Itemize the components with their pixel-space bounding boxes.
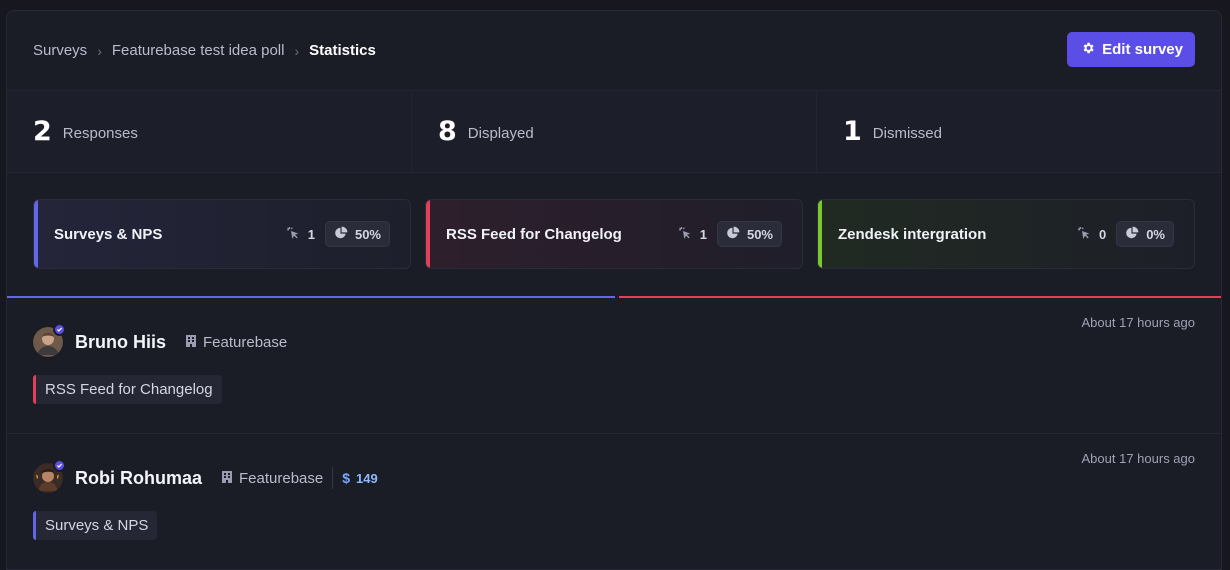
answer-label: Surveys & NPS (45, 517, 149, 534)
pie-chart-icon (1125, 226, 1139, 243)
building-icon (185, 334, 197, 351)
chevron-right-icon: › (294, 42, 300, 59)
stat-displayed: 8 Displayed (412, 91, 817, 172)
company-name: Featurebase (203, 333, 288, 351)
option-title: Zendesk intergration (838, 225, 987, 243)
option-percent-badge: 50% (324, 221, 390, 247)
building-icon (221, 470, 233, 487)
edit-survey-label: Edit survey (1102, 41, 1183, 58)
response-item[interactable]: Bruno Hiis Featurebase About 17 hours ag… (7, 298, 1221, 434)
stat-value: 2 (33, 116, 52, 147)
option-metrics: 1 50% (285, 221, 390, 247)
option-card[interactable]: Zendesk intergration 0 0% (817, 199, 1195, 269)
response-time: About 17 hours ago (1081, 451, 1195, 466)
option-clicks-value: 0 (1098, 226, 1107, 242)
option-percent-value: 50% (746, 226, 773, 242)
verified-badge-icon (53, 459, 66, 472)
cursor-click-icon (285, 225, 301, 244)
stats-row: 2 Responses 8 Displayed 1 Dismissed (7, 90, 1221, 173)
avatar[interactable] (33, 323, 66, 357)
user-photo-icon (33, 463, 63, 493)
user-name[interactable]: Bruno Hiis (75, 331, 167, 352)
option-percent-value: 50% (354, 226, 381, 242)
breadcrumb-surveys[interactable]: Surveys (33, 42, 88, 59)
distribution-segment-rss-feed (619, 296, 1221, 298)
option-card[interactable]: Surveys & NPS 1 50% (33, 199, 411, 269)
answer-label: RSS Feed for Changelog (45, 381, 213, 398)
cursor-click-icon (1076, 225, 1092, 244)
pie-chart-icon (334, 226, 348, 243)
stat-dismissed: 1 Dismissed (817, 91, 1221, 172)
dollar-icon: $ (342, 470, 351, 486)
option-card[interactable]: RSS Feed for Changelog 1 50% (425, 199, 803, 269)
option-percent-value: 0% (1146, 226, 1165, 242)
option-percent-badge: 0% (1116, 221, 1174, 247)
breadcrumb: Surveys › Featurebase test idea poll › S… (33, 42, 376, 59)
option-title: RSS Feed for Changelog (446, 225, 622, 243)
option-percent-badge: 50% (716, 221, 782, 247)
user-photo-icon (33, 327, 63, 357)
stat-label: Dismissed (872, 125, 942, 142)
option-clicks: 1 (285, 225, 315, 244)
option-metrics: 1 50% (677, 221, 782, 247)
option-clicks-value: 1 (699, 226, 707, 242)
breadcrumb-current: Statistics (309, 42, 376, 59)
user-name[interactable]: Robi Rohumaa (75, 467, 203, 488)
mrr-badge: $ 149 (332, 467, 378, 489)
option-clicks: 1 (677, 225, 707, 244)
response-header: Bruno Hiis Featurebase (33, 323, 1195, 358)
response-item[interactable]: Robi Rohumaa Featurebase $ 149 About 17 … (7, 434, 1221, 569)
stat-value: 8 (438, 116, 457, 147)
header: Surveys › Featurebase test idea poll › S… (7, 11, 1221, 90)
stat-responses: 2 Responses (7, 91, 412, 172)
breadcrumb-survey-name[interactable]: Featurebase test idea poll (111, 42, 285, 59)
response-distribution-bar (7, 296, 1221, 298)
response-time: About 17 hours ago (1081, 315, 1195, 330)
stat-label: Displayed (467, 125, 534, 142)
company: Featurebase (221, 470, 323, 487)
response-header: Robi Rohumaa Featurebase $ 149 (33, 459, 1195, 494)
option-clicks-value: 1 (307, 226, 315, 242)
option-cards: Surveys & NPS 1 50% RSS Feed for Changel… (7, 173, 1221, 296)
option-clicks: 0 (1076, 225, 1106, 244)
edit-survey-button[interactable]: Edit survey (1067, 32, 1195, 67)
survey-statistics-panel: Surveys › Featurebase test idea poll › S… (6, 10, 1222, 570)
option-title: Surveys & NPS (54, 225, 163, 243)
verified-badge-icon (53, 323, 66, 336)
cursor-click-icon (677, 225, 693, 244)
company: Featurebase (185, 334, 287, 351)
company-name: Featurebase (239, 469, 324, 487)
mrr-value: 149 (356, 470, 378, 486)
distribution-segment-surveys-nps (7, 296, 615, 298)
answer-tag: Surveys & NPS (33, 511, 158, 540)
option-metrics: 0 0% (1076, 221, 1174, 247)
answer-tag: RSS Feed for Changelog (33, 375, 222, 404)
avatar[interactable] (33, 459, 66, 493)
gear-icon (1081, 41, 1095, 59)
pie-chart-icon (726, 226, 740, 243)
stat-value: 1 (843, 116, 862, 147)
chevron-right-icon: › (97, 42, 102, 59)
stat-label: Responses (62, 125, 138, 142)
